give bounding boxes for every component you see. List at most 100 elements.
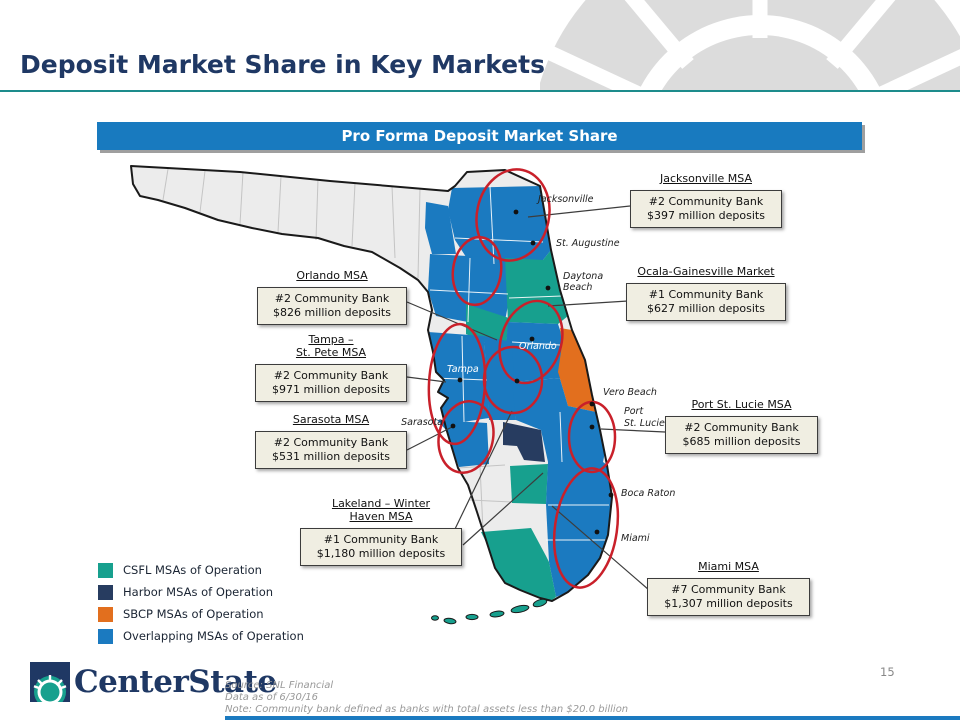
callout-rank: #1 Community Bank (323, 533, 439, 546)
callout-box-orlando: #2 Community Bank $826 million deposits (257, 287, 407, 325)
city-label-st-augustine: St. Augustine (556, 238, 620, 249)
legend-item-csfl: CSFL MSAs of Operation (98, 559, 304, 581)
legend-swatch-csfl (98, 562, 113, 578)
callout-title-sarasota: Sarasota MSA (292, 413, 370, 426)
florida-keys (431, 598, 548, 625)
callout-deposits: $826 million deposits (273, 306, 391, 319)
panhandle-county-lines (162, 168, 513, 531)
page-title: Deposit Market Share in Key Markets (20, 50, 545, 79)
legend-label: Harbor MSAs of Operation (123, 585, 274, 599)
county-columbia-blue (425, 202, 456, 254)
banner: Pro Forma Deposit Market Share (97, 122, 862, 150)
legend: CSFL MSAs of Operation Harbor MSAs of Op… (98, 559, 304, 647)
footer-bar (225, 716, 960, 720)
callout-box-miami: #7 Community Bank $1,307 million deposit… (647, 578, 810, 616)
legend-item-sbcp: SBCP MSAs of Operation (98, 603, 304, 625)
market-circle-jacksonville (475, 168, 551, 262)
city-label-vero-beach: Vero Beach (603, 387, 657, 398)
legend-swatch-sbcp (98, 606, 113, 622)
county-east-blue (512, 372, 605, 462)
callout-rank: #1 Community Bank (648, 288, 764, 301)
market-circle-sarasota (437, 400, 495, 474)
callout-port-st-lucie: Port St. Lucie MSA #2 Community Bank $68… (665, 398, 818, 454)
callout-deposits: $1,307 million deposits (664, 597, 793, 610)
callout-deposits: $531 million deposits (272, 450, 390, 463)
city-label-boca-raton: Boca Raton (621, 488, 675, 499)
callout-title-tampa-2: St. Pete MSA (295, 346, 367, 359)
source-line: Data as of 6/30/16 (225, 692, 318, 703)
county-harbor-navy (503, 422, 545, 462)
source-line: Note: Community bank defined as banks wi… (225, 704, 629, 715)
source-line: Source: SNL Financial (225, 680, 334, 691)
legend-swatch-overlapping (98, 628, 113, 644)
county-orlando-blue (505, 322, 564, 382)
callout-connectors (406, 205, 666, 591)
title-divider (0, 90, 960, 92)
legend-label: Overlapping MSAs of Operation (123, 629, 304, 643)
legend-item-harbor: Harbor MSAs of Operation (98, 581, 304, 603)
callout-title-lakeland-2: Haven MSA (349, 510, 413, 523)
city-label-port-2: St. Lucie (624, 418, 665, 429)
legend-swatch-harbor (98, 584, 113, 600)
callout-title-ocala: Ocala-Gainesville Market (637, 265, 775, 278)
callout-rank: #2 Community Bank (648, 195, 764, 208)
city-label-daytona-2: Beach (563, 282, 592, 293)
city-label-miami: Miami (621, 533, 650, 544)
city-label-jacksonville: Jacksonville (536, 194, 594, 205)
page-number: 15 (880, 665, 895, 679)
callout-title-miami: Miami MSA (698, 560, 759, 573)
callout-title-orlando: Orlando MSA (296, 269, 368, 282)
county-jacksonville-blue (448, 186, 551, 266)
county-sarasota-blue (437, 420, 489, 467)
callout-deposits: $397 million deposits (647, 209, 765, 222)
florida-outline-stroke (130, 165, 613, 602)
umbrella-watermark (540, 0, 960, 91)
callout-box-tampa: #2 Community Bank $971 million deposits (255, 364, 407, 402)
centerstate-logo: CenterState (30, 662, 277, 702)
callout-box-jacksonville: #2 Community Bank $397 million deposits (630, 190, 782, 228)
market-circle-lakeland (482, 345, 544, 415)
callout-rank: #2 Community Bank (273, 369, 389, 382)
source-notes: Source: SNL Financial Data as of 6/30/16… (225, 680, 628, 716)
county-brevard-orange (558, 328, 596, 412)
city-labels: Jacksonville St. Augustine Daytona Beach… (401, 194, 675, 544)
callout-orlando: Orlando MSA #2 Community Bank $826 milli… (257, 269, 407, 325)
callout-lakeland-winter-haven: Lakeland – Winter Haven MSA #1 Community… (300, 497, 462, 566)
city-label-daytona-1: Daytona (563, 271, 603, 282)
callout-box-lakeland: #1 Community Bank $1,180 million deposit… (300, 528, 462, 566)
callout-deposits: $627 million deposits (647, 302, 765, 315)
legend-label: SBCP MSAs of Operation (123, 607, 264, 621)
city-dots (450, 209, 614, 535)
callout-box-sarasota: #2 Community Bank $531 million deposits (255, 431, 407, 469)
callout-rank: #2 Community Bank (274, 292, 390, 305)
county-southwest-teal (481, 528, 556, 600)
callout-box-port-st-lucie: #2 Community Bank $685 million deposits (665, 416, 818, 454)
callout-box-ocala: #1 Community Bank $627 million deposits (626, 283, 786, 321)
callout-tampa-st-pete: Tampa – St. Pete MSA #2 Community Bank $… (255, 333, 407, 402)
callout-title-port-st-lucie: Port St. Lucie MSA (691, 398, 792, 411)
callout-ocala-gainesville: Ocala-Gainesville Market #1 Community Ba… (626, 265, 786, 321)
callout-rank: #2 Community Bank (684, 421, 799, 434)
callout-jacksonville: Jacksonville MSA #2 Community Bank $397 … (630, 172, 782, 228)
city-label-sarasota: Sarasota (401, 417, 443, 428)
city-label-orlando: Orlando (519, 341, 557, 352)
callout-sarasota: Sarasota MSA #2 Community Bank $531 mill… (255, 413, 407, 469)
city-label-port-1: Port (624, 406, 644, 417)
callout-rank: #2 Community Bank (273, 436, 389, 449)
callout-title-tampa-1: Tampa – (308, 333, 354, 346)
callout-miami: Miami MSA #7 Community Bank $1,307 milli… (647, 560, 810, 616)
market-circle-ocala (451, 235, 503, 307)
callout-title-jacksonville: Jacksonville MSA (660, 172, 752, 185)
callout-deposits: $971 million deposits (272, 383, 390, 396)
city-label-tampa: Tampa (447, 364, 479, 375)
centerstate-logo-icon (30, 662, 70, 702)
legend-item-overlapping: Overlapping MSAs of Operation (98, 625, 304, 647)
market-circle-miami (552, 467, 620, 589)
callout-deposits: $1,180 million deposits (316, 547, 446, 560)
callout-rank: #7 Community Bank (671, 583, 786, 596)
callout-deposits: $685 million deposits (682, 435, 801, 448)
centerstate-logo-text: CenterState (74, 664, 277, 700)
legend-label: CSFL MSAs of Operation (123, 563, 262, 577)
